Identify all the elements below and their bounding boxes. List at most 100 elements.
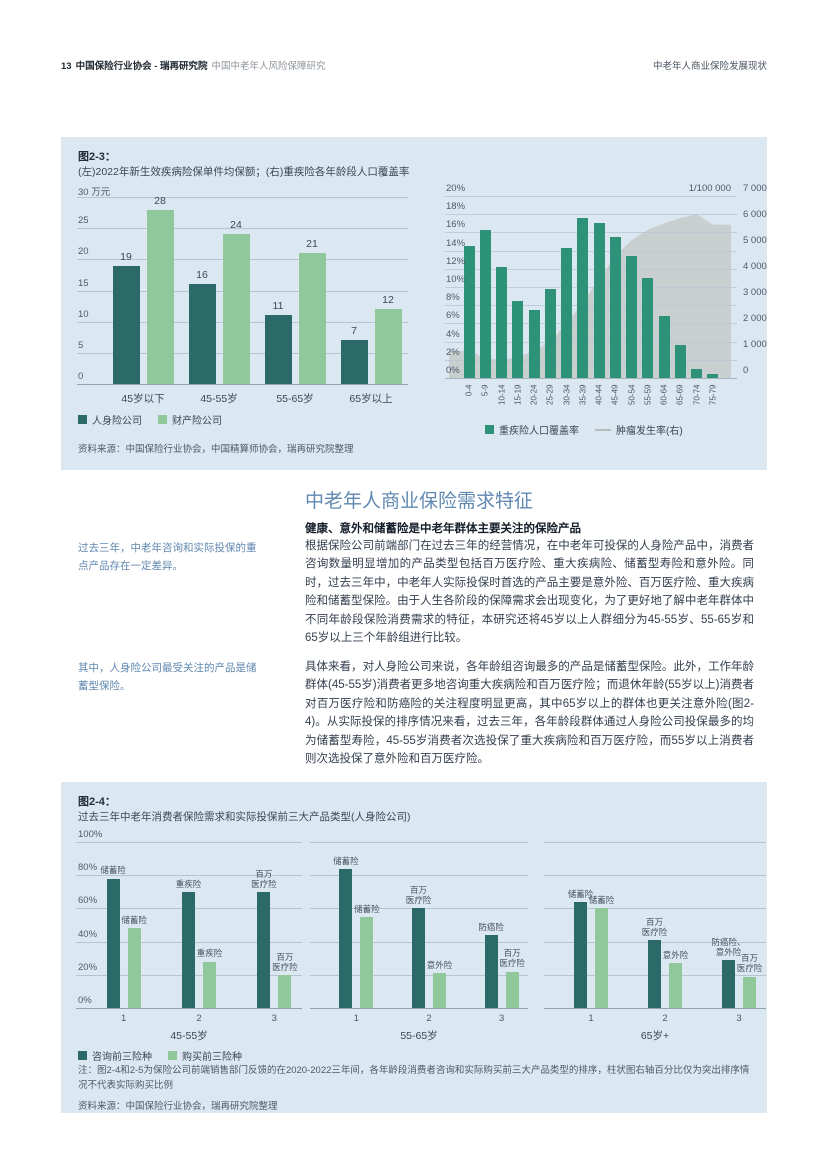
bar-25-29 [544, 288, 556, 378]
legend-label: 重疾险人口覆盖率 [499, 426, 579, 437]
x-category-label: 45-49 [610, 384, 620, 405]
panel-age-group-label: 45-55岁 [170, 1030, 208, 1042]
gridline [445, 323, 737, 325]
purchase-bar-label: 储蓄险 [588, 895, 615, 906]
section-heading: 中老年人商业保险需求特征 [305, 491, 534, 512]
purchase-bar [127, 928, 141, 1008]
gridline [445, 378, 737, 379]
legend: 人身险公司 财产险公司 [78, 412, 222, 427]
gridline [445, 287, 737, 288]
bar-value-label: 11 [272, 300, 284, 313]
gridline [76, 842, 302, 843]
bar-15-19 [512, 300, 524, 378]
gridline [310, 842, 528, 843]
bar-10-14 [496, 267, 508, 378]
bar-35-39 [577, 217, 589, 378]
body-paragraph-2: 具体来看，对人身险公司来说，各年龄组咨询最多的产品是储蓄型保险。此外，工作年龄群… [305, 661, 754, 765]
legend-item: 咨询前三险种 [78, 1048, 152, 1063]
figure-2-4-label: 图2-4： [78, 796, 116, 808]
legend-label: 咨询前三险种 [92, 1052, 152, 1063]
panel-age-group-label: 55-65岁 [400, 1030, 438, 1042]
gridline [445, 196, 737, 197]
bar-30-34 [561, 247, 573, 378]
gridline [310, 875, 528, 877]
org-name: 中国保险行业协会 - 瑞再研究院 [75, 61, 208, 72]
consult-bar-label: 百万 医疗险 [251, 868, 277, 889]
gridline [77, 384, 408, 385]
bar-value-label: 28 [154, 194, 166, 207]
legend-item: 购买前三险种 [168, 1048, 242, 1063]
bar-人身险公司 [340, 340, 368, 384]
y-axis-tick: 60% [78, 895, 98, 907]
x-category-label: 5-9 [480, 384, 490, 396]
left-axis-tick: 10% [446, 274, 466, 285]
gridline [77, 228, 408, 230]
bar-65-69 [674, 345, 686, 378]
y-axis-tick: 5 [78, 339, 84, 351]
gridline [445, 359, 737, 361]
bar-75-79 [707, 374, 719, 378]
legend-label: 肿瘤发生率(右) [616, 426, 683, 437]
y-axis-tick: 15 [78, 277, 89, 289]
panel-45-55岁: 储蓄险 储蓄险 1 重疾险 重疾险 2 百万 医疗险 百万 医疗险 3 45-55岁 [76, 842, 302, 1042]
bar-0-4 [463, 246, 475, 378]
bar-人身险公司 [188, 284, 216, 384]
purchase-bar [743, 976, 756, 1008]
bar-55-59 [642, 277, 654, 378]
consult-bar [339, 868, 353, 1008]
gridline [544, 875, 766, 877]
consult-bar [106, 878, 120, 1008]
left-axis-tick: 20% [446, 183, 466, 194]
figure-2-3-title: (左)2022年新生效疾病险保单件均保额；(右)重疾险各年龄段人口覆盖率 [78, 166, 410, 178]
left-axis-tick: 4% [446, 328, 460, 340]
x-category-label: 15-19 [513, 384, 523, 405]
right-axis-tick: 1 000 [743, 339, 767, 350]
panel-age-group-label: 65岁+ [640, 1030, 670, 1042]
x-category-label: 40-44 [594, 384, 604, 405]
header-left: 13 中国保险行业协会 - 瑞再研究院 中国中老年人风险保障研究 [61, 58, 326, 72]
bar-50-54 [626, 256, 638, 378]
consult-bar-label: 重疾险 [175, 878, 202, 889]
bar-40-44 [593, 223, 605, 378]
legend-line-swatch [595, 428, 611, 431]
y-axis-tick: 20 [78, 246, 89, 258]
right-axis-tick: 4 000 [743, 261, 767, 272]
left-axis-tick: 16% [446, 219, 466, 231]
consult-bar [574, 901, 587, 1008]
x-category-label: 70-74 [692, 384, 702, 405]
purchase-bar-label: 百万 医疗险 [499, 948, 525, 969]
x-rank-label: 3 [271, 1013, 277, 1024]
x-rank-label: 1 [121, 1013, 127, 1024]
purchase-bar-label: 重疾险 [196, 948, 223, 959]
left-axis-tick: 18% [446, 201, 466, 213]
bar-财产险公司 [222, 234, 250, 384]
x-rank-label: 2 [196, 1013, 202, 1024]
legend-swatch [158, 415, 167, 424]
x-rank-label: 2 [426, 1013, 432, 1024]
y-axis-tick: 30 万元 [78, 187, 111, 198]
bar-value-label: 24 [230, 219, 242, 232]
figure-2-3-source: 资料来源：中国保险行业协会，中国精算师协会，瑞再研究院整理 [78, 444, 354, 455]
purchase-bar-label: 储蓄险 [354, 903, 380, 914]
consult-bar [412, 908, 425, 1008]
bar-60-64 [658, 316, 670, 378]
bar-财产险公司 [146, 209, 174, 384]
right-axis-tick: 5 000 [743, 235, 767, 246]
bar-value-label: 12 [382, 294, 394, 307]
consult-bar-label: 储蓄险 [100, 865, 126, 876]
legend-item: 财产险公司 [158, 412, 222, 427]
consult-bar [722, 959, 735, 1008]
gridline [445, 268, 737, 270]
bar-value-label: 21 [306, 238, 318, 251]
legend-item: 人身险公司 [78, 412, 142, 427]
figure-2-4-note: 注：图2-4和2-5为保险公司前端销售部门反馈的在2020-2022三年间，各年… [78, 1065, 750, 1091]
x-rank-label: 3 [736, 1013, 742, 1024]
purchase-bar [669, 963, 682, 1008]
y-axis-tick: 0 [78, 371, 84, 382]
purchase-bar [505, 971, 519, 1008]
right-axis-tick: 6 000 [743, 209, 767, 220]
y-axis-tick: 10 [78, 308, 89, 320]
bar-人身险公司 [264, 315, 292, 384]
left-axis-tick: 2% [446, 346, 460, 358]
